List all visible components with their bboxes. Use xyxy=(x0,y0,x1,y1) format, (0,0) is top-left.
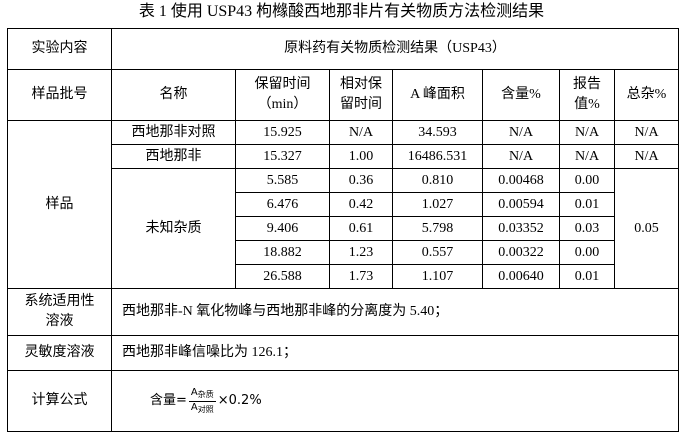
cell: 1.23 xyxy=(329,240,393,265)
formula: 含量= A杂质 A对照 ×0.2% xyxy=(150,387,262,416)
cell: 0.01 xyxy=(559,264,615,289)
cell: 含量= A杂质 A对照 ×0.2% xyxy=(111,370,679,432)
cell: 16486.531 xyxy=(392,144,483,169)
cell: 15.925 xyxy=(235,120,330,145)
row: 26.588 1.73 1.107 0.00640 0.01 xyxy=(8,264,679,289)
cell: 26.588 xyxy=(235,264,330,289)
header-cell: 含量% xyxy=(482,69,560,121)
cell: 15.327 xyxy=(235,144,330,169)
cell: 0.61 xyxy=(329,216,393,241)
cell: 1.107 xyxy=(392,264,483,289)
cell: N/A xyxy=(614,120,679,145)
symbol: A xyxy=(190,401,198,413)
cell-line: A 峰面积 xyxy=(410,87,465,102)
cell: 0.00 xyxy=(559,240,615,265)
table-body: 实验内容 原料药有关物质检测结果（USP43） 样品批号 名称 保留时间 （min） 相… xyxy=(7,28,679,432)
row: 西地那非 15.327 1.00 16486.531 N/A N/A N/A xyxy=(8,144,679,169)
cell: 0.00468 xyxy=(482,168,560,193)
cell: 18.882 xyxy=(235,240,330,265)
cell: 0.05 xyxy=(614,168,679,289)
cell: 原料药有关物质检测结果（USP43） xyxy=(111,28,679,70)
cell: 0.42 xyxy=(329,192,393,217)
subscript: 对照 xyxy=(197,404,214,414)
cell-line: 含量% xyxy=(501,87,541,102)
cell: 0.03352 xyxy=(482,216,560,241)
cell: 灵敏度溶液 xyxy=(7,335,112,371)
cell-line: 值% xyxy=(574,97,600,112)
cell: 1.73 xyxy=(329,264,393,289)
header-cell: 样品批号 xyxy=(7,69,112,121)
fraction: A杂质 A对照 xyxy=(188,386,216,416)
cell-line: 名称 xyxy=(159,87,188,102)
cell-line: 样品批号 xyxy=(31,87,88,102)
cell: 9.406 xyxy=(235,216,330,241)
cell: 未知杂质 xyxy=(111,168,236,289)
cell: 1.027 xyxy=(392,192,483,217)
cell-line: 相对保 xyxy=(340,77,382,92)
row: 样品批号 名称 保留时间 （min） 相对保留时间 A 峰面积 含量% 报告值% 总杂% xyxy=(7,69,679,121)
cell: 0.03 xyxy=(559,216,615,241)
row: 未知杂质 5.585 0.36 0.810 0.00468 0.00 0.05 xyxy=(8,168,679,289)
cell: N/A xyxy=(614,144,679,169)
cell-line: 系统适用性 xyxy=(24,294,95,309)
header-cell: 相对保 留时间 xyxy=(329,69,393,121)
row: 样品 西地那非对照 15.925 N/A 34.593 N/A N/A N/A xyxy=(7,120,679,289)
row: 实验内容 原料药有关物质检测结果（USP43） xyxy=(7,28,679,70)
cell-line: 保留时间 xyxy=(254,77,311,92)
cell: N/A xyxy=(329,120,393,145)
cell: 5.798 xyxy=(392,216,483,241)
cell: N/A xyxy=(559,144,615,169)
cell: N/A xyxy=(559,120,615,145)
cell: 西地那非-N 氧化物峰与西地那非峰的分离度为 5.40； xyxy=(111,288,679,336)
cell: 34.593 xyxy=(392,120,483,145)
cell: 0.00594 xyxy=(482,192,560,217)
cell: 6.476 xyxy=(235,192,330,217)
header-cell: 报告值% xyxy=(559,69,615,121)
cell: 计算公式 xyxy=(7,370,112,432)
fraction-numerator: A杂质 xyxy=(188,386,216,402)
formula-rhs: ×0.2% xyxy=(217,393,262,408)
results-table: 实验内容 原料药有关物质检测结果（USP43） 样品批号 名称 保留时间 （min） 相… xyxy=(7,28,679,432)
cell: 西地那非 xyxy=(111,144,236,169)
cell: N/A xyxy=(482,144,560,169)
header-cell: A 峰面积 xyxy=(392,69,483,121)
header-cell: 名称 xyxy=(111,69,236,121)
header-cell: 总杂% xyxy=(614,69,679,121)
row: 系统适用性 溶液 西地那非-N 氧化物峰与西地那非峰的分离度为 5.40； xyxy=(7,288,679,336)
subscript: 杂质 xyxy=(197,389,214,399)
cell: 5.585 xyxy=(235,168,330,193)
cell-line: 留时间 xyxy=(340,97,382,112)
cell: 系统适用性 溶液 xyxy=(7,288,112,336)
table-title: 表 1 使用 USP43 枸橼酸西地那非片有关物质方法检测结果 xyxy=(138,3,545,20)
row: 9.406 0.61 5.798 0.03352 0.03 xyxy=(8,216,679,241)
row: 18.882 1.23 0.557 0.00322 0.00 xyxy=(8,240,679,265)
cell: 0.00 xyxy=(559,168,615,193)
cell: 西地那非峰信噪比为 126.1； xyxy=(111,335,679,371)
formula-lhs: 含量= xyxy=(150,393,187,408)
cell: 西地那非对照 xyxy=(111,120,236,145)
fraction-denominator: A对照 xyxy=(191,402,214,416)
row: 灵敏度溶液 西地那非峰信噪比为 126.1； xyxy=(7,335,679,371)
symbol: A xyxy=(190,386,198,398)
cell-line: 报告 xyxy=(573,77,601,92)
header-cell: 保留时间 （min） xyxy=(235,69,330,121)
cell: 0.557 xyxy=(392,240,483,265)
cell-line: （min） xyxy=(257,97,308,112)
row: 计算公式 含量= A杂质 A对照 ×0.2% xyxy=(7,370,679,432)
cell: 样品 xyxy=(7,120,112,289)
cell: 0.01 xyxy=(559,192,615,217)
cell: 0.36 xyxy=(329,168,393,193)
row: 6.476 0.42 1.027 0.00594 0.01 xyxy=(8,192,679,217)
cell: 0.810 xyxy=(392,168,483,193)
cell-line: 总杂% xyxy=(626,87,667,102)
cell: 1.00 xyxy=(329,144,393,169)
cell: 0.00640 xyxy=(482,264,560,289)
cell: 实验内容 xyxy=(7,28,112,70)
cell-line: 溶液 xyxy=(45,314,74,329)
cell: N/A xyxy=(482,120,560,145)
cell: 0.00322 xyxy=(482,240,560,265)
